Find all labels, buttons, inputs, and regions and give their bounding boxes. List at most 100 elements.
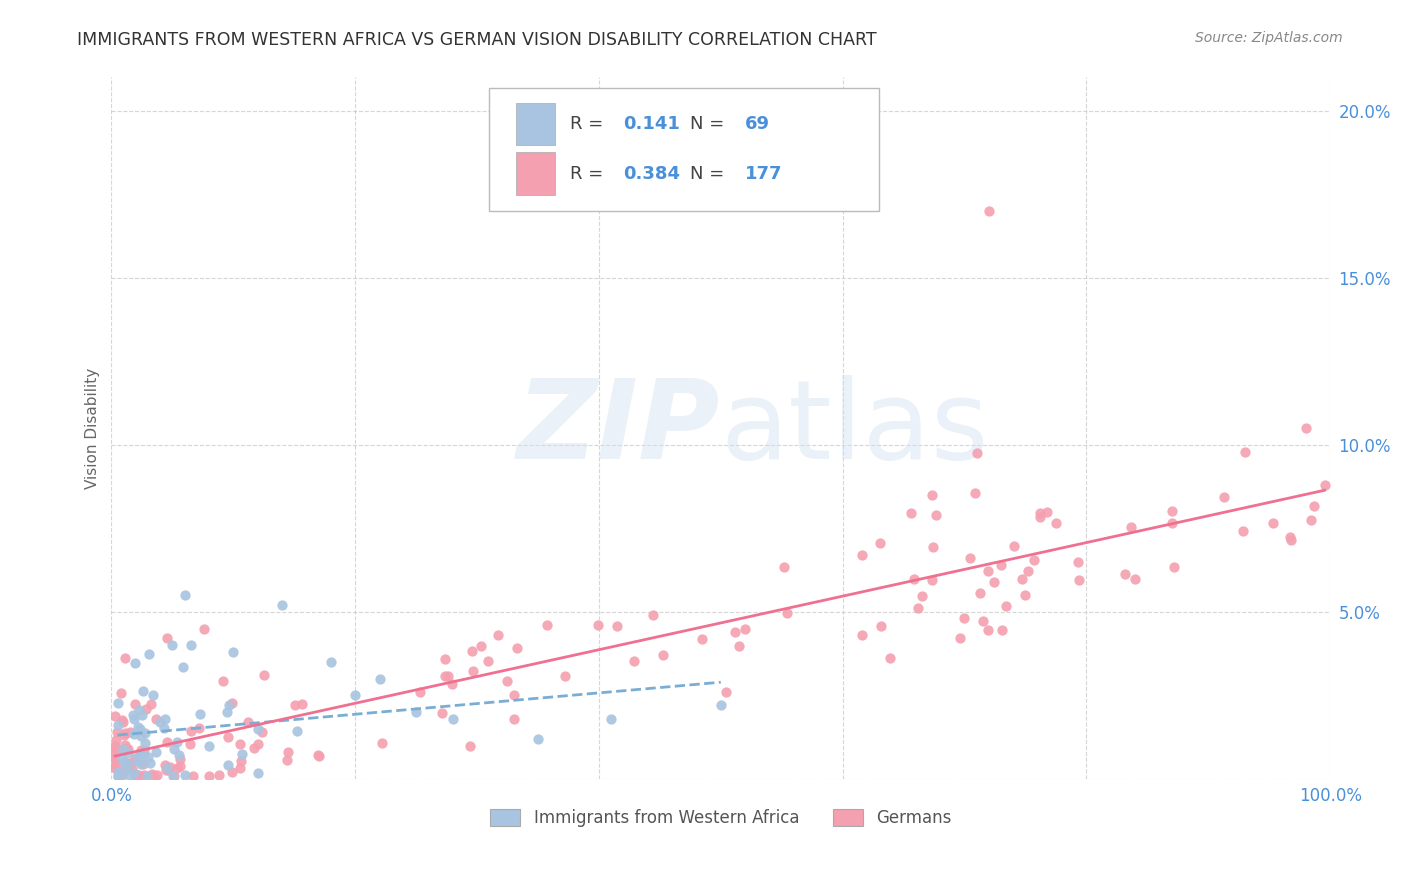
Point <box>112 755 135 769</box>
Point <box>231 754 253 768</box>
Point <box>1066 555 1088 569</box>
Point <box>169 752 191 766</box>
Point <box>1261 516 1284 531</box>
Point <box>104 746 127 760</box>
Point <box>162 638 184 652</box>
Point <box>127 720 149 734</box>
Point <box>1302 499 1324 513</box>
Point <box>174 768 197 782</box>
Point <box>276 754 298 768</box>
Point <box>167 748 190 763</box>
Point <box>217 731 239 745</box>
Point <box>152 721 174 735</box>
Point <box>104 756 127 771</box>
Point <box>107 764 129 779</box>
Point <box>246 766 269 780</box>
Point <box>461 644 484 658</box>
Point <box>554 669 576 683</box>
Point <box>115 757 138 772</box>
Point <box>277 745 299 759</box>
Point <box>155 712 177 726</box>
Point <box>163 768 186 782</box>
Point <box>218 698 240 712</box>
Point <box>983 575 1005 590</box>
Point <box>441 712 464 726</box>
Point <box>117 742 139 756</box>
Point <box>586 617 609 632</box>
FancyBboxPatch shape <box>489 88 879 211</box>
Point <box>977 623 1000 637</box>
Point <box>308 748 330 763</box>
Point <box>1014 588 1036 602</box>
Point <box>1114 566 1136 581</box>
Point <box>714 685 737 699</box>
Point <box>1017 564 1039 578</box>
Point <box>247 737 270 751</box>
Point <box>991 624 1014 638</box>
Point <box>505 640 527 655</box>
Point <box>163 742 186 756</box>
Point <box>287 724 309 739</box>
Point <box>114 763 136 777</box>
Point <box>110 768 132 782</box>
Point <box>851 628 873 642</box>
Point <box>1295 421 1317 435</box>
Point <box>222 645 245 659</box>
Point <box>221 764 243 779</box>
Point <box>145 712 167 726</box>
Text: IMMIGRANTS FROM WESTERN AFRICA VS GERMAN VISION DISABILITY CORRELATION CHART: IMMIGRANTS FROM WESTERN AFRICA VS GERMAN… <box>77 31 877 49</box>
Point <box>773 560 796 574</box>
Point <box>869 536 891 550</box>
Point <box>104 752 127 766</box>
Point <box>921 488 943 502</box>
Point <box>134 768 156 782</box>
Point <box>104 709 127 723</box>
Point <box>136 768 159 782</box>
Point <box>180 724 202 739</box>
Point <box>198 739 221 753</box>
Point <box>134 747 156 761</box>
Text: N =: N = <box>690 164 730 183</box>
Point <box>114 650 136 665</box>
Point <box>1213 490 1236 504</box>
Point <box>1313 478 1336 492</box>
Point <box>231 747 253 761</box>
Point <box>131 729 153 743</box>
Point <box>1233 444 1256 458</box>
Point <box>1002 539 1025 553</box>
Point <box>181 768 204 782</box>
Point <box>139 697 162 711</box>
Point <box>107 768 129 782</box>
Point <box>1067 573 1090 587</box>
Point <box>969 586 991 600</box>
Point <box>104 739 127 753</box>
Point <box>1024 553 1046 567</box>
Point <box>188 707 211 722</box>
Point <box>179 737 201 751</box>
Point <box>110 686 132 700</box>
Point <box>198 768 221 782</box>
Point <box>172 659 194 673</box>
Point <box>1161 504 1184 518</box>
Point <box>470 639 492 653</box>
Point <box>966 445 988 459</box>
Point <box>114 738 136 752</box>
Point <box>710 698 733 713</box>
Point <box>900 506 922 520</box>
Point <box>129 746 152 760</box>
Point <box>246 722 269 736</box>
Point <box>134 726 156 740</box>
Point <box>115 741 138 756</box>
Point <box>370 736 392 750</box>
Point <box>236 714 259 729</box>
Text: 0.141: 0.141 <box>623 115 681 134</box>
Point <box>124 697 146 711</box>
Point <box>157 763 180 777</box>
Legend: Immigrants from Western Africa, Germans: Immigrants from Western Africa, Germans <box>484 802 957 834</box>
Point <box>728 639 751 653</box>
Point <box>776 606 799 620</box>
Point <box>134 736 156 750</box>
Point <box>122 727 145 741</box>
Point <box>124 766 146 780</box>
Point <box>117 758 139 772</box>
